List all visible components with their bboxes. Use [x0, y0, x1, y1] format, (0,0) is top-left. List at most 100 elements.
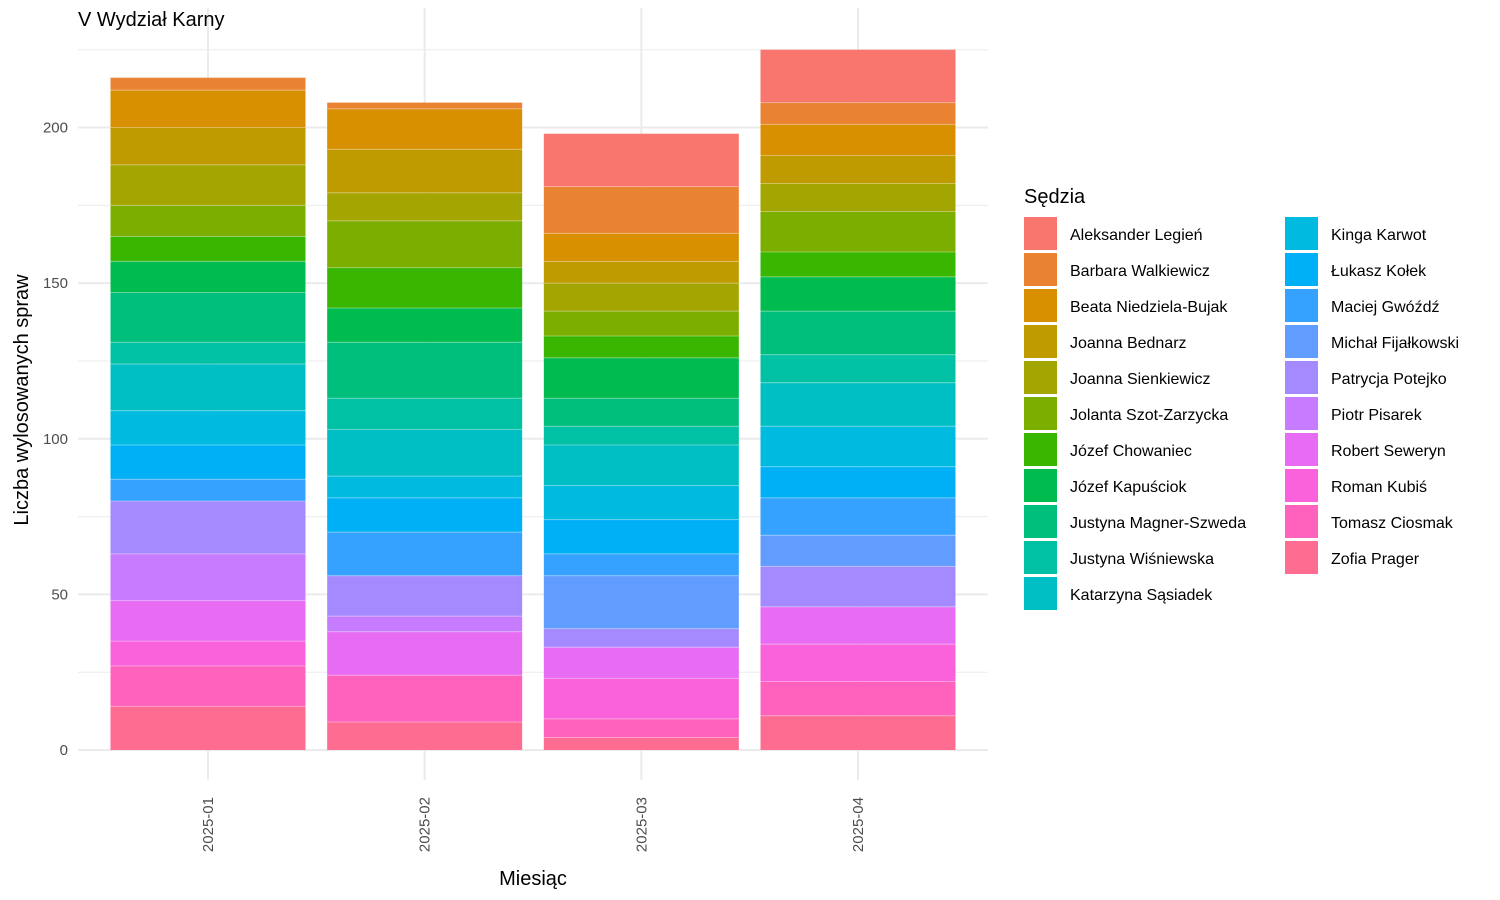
bar-segment [543, 133, 739, 187]
bar-segment [543, 283, 739, 312]
bar-segment [543, 186, 739, 234]
bar-segment [543, 737, 739, 750]
y-tick-label: 0 [60, 742, 68, 759]
legend-label: Michał Fijałkowski [1331, 335, 1459, 352]
bar-segment [110, 600, 306, 642]
bar-segment [110, 641, 306, 666]
legend-key [1285, 253, 1318, 286]
bar-segment [110, 706, 306, 750]
legend-key [1024, 397, 1057, 430]
bar-segment [543, 336, 739, 358]
bar-segment [327, 102, 523, 109]
legend-key [1285, 433, 1318, 466]
bar-segment [327, 532, 523, 576]
bar-segment [327, 267, 523, 309]
legend-key [1285, 361, 1318, 394]
legend-label: Justyna Wiśniewska [1070, 551, 1214, 568]
bar-segment [110, 501, 306, 554]
legend-key [1024, 253, 1057, 286]
legend-key [1024, 541, 1057, 574]
legend-key [1024, 325, 1057, 358]
y-tick-label: 100 [43, 431, 68, 448]
bar-segment [760, 535, 956, 567]
bar-segment [327, 220, 523, 268]
bar-segment [327, 108, 523, 150]
bar-segment [760, 715, 956, 750]
bar-segment [760, 183, 956, 212]
bar-segment [110, 77, 306, 91]
bar-segment [543, 357, 739, 399]
bar-segment [110, 205, 306, 237]
bar-segment [543, 718, 739, 738]
y-axis-title: Liczba wylosowanych spraw [11, 274, 33, 526]
bar-segment [327, 398, 523, 430]
bar-segment [327, 497, 523, 533]
legend-key [1024, 505, 1057, 538]
legend-label: Patrycja Potejko [1331, 371, 1447, 388]
bar-segment [327, 721, 523, 750]
legend-label: Justyna Magner-Szweda [1070, 515, 1246, 532]
bar-segment [543, 575, 739, 629]
legend-key [1285, 541, 1318, 574]
legend-label: Barbara Walkiewicz [1070, 263, 1210, 280]
legend-label: Maciej Gwóźdź [1331, 299, 1439, 316]
bar-segment [110, 90, 306, 128]
y-tick-label: 50 [51, 586, 68, 603]
bar-segment [110, 553, 306, 601]
legend-key [1285, 325, 1318, 358]
bar-segment [543, 485, 739, 520]
legend-label: Joanna Bednarz [1070, 335, 1187, 352]
bar-segment [760, 211, 956, 252]
legend-label: Joanna Sienkiewicz [1070, 371, 1211, 388]
bar-segment [327, 476, 523, 498]
legend-key [1285, 289, 1318, 322]
legend-label: Józef Chowaniec [1070, 443, 1192, 460]
bar-segment [110, 364, 306, 411]
bar-segment [327, 192, 523, 221]
bar-segment [110, 164, 306, 206]
bar-segment [110, 127, 306, 165]
x-tick-label: 2025-01 [200, 797, 217, 852]
legend-label: Józef Kapuściok [1070, 479, 1188, 496]
x-axis-title: Miesiąc [499, 868, 567, 890]
bar-segment [760, 382, 956, 427]
bar-segment [543, 647, 739, 679]
bar-segment [760, 644, 956, 682]
bar-segment [543, 444, 739, 486]
bar-segment [543, 261, 739, 284]
legend-label: Kinga Karwot [1331, 227, 1427, 244]
bars [110, 49, 956, 750]
bar-segment [543, 398, 739, 427]
bar-segment [760, 252, 956, 277]
legend-title: Sędzia [1024, 186, 1086, 208]
legend-key [1285, 217, 1318, 250]
legend-label: Piotr Pisarek [1331, 407, 1423, 424]
bar-segment [110, 342, 306, 365]
bar-segment [327, 631, 523, 676]
bar-segment [760, 354, 956, 383]
bar-segment [543, 311, 739, 337]
x-tick-label: 2025-03 [633, 797, 650, 852]
bar-segment [760, 49, 956, 103]
legend-label: Aleksander Legień [1070, 227, 1203, 244]
legend-key [1024, 361, 1057, 394]
bar-segment [543, 519, 739, 554]
chart-title: V Wydział Karny [78, 9, 225, 31]
legend-key [1024, 577, 1057, 610]
bar-segment [760, 606, 956, 645]
bar-segment [110, 410, 306, 445]
bar-segment [110, 236, 306, 262]
bar-segment [110, 479, 306, 501]
legend-label: Katarzyna Sąsiadek [1070, 587, 1213, 604]
x-tick-label: 2025-04 [850, 797, 867, 852]
axes: 0 50 100 150 200 2025-01 2025-02 2025-03 2025-04 [43, 120, 867, 853]
bar-segment [110, 444, 306, 480]
bar-segment [760, 124, 956, 156]
bar-segment [327, 429, 523, 477]
bar-segment [760, 311, 956, 355]
bar-segment [327, 308, 523, 343]
bar-segment [760, 466, 956, 498]
bar-segment [543, 426, 739, 445]
legend-label: Beata Niedziela-Bujak [1070, 299, 1228, 316]
